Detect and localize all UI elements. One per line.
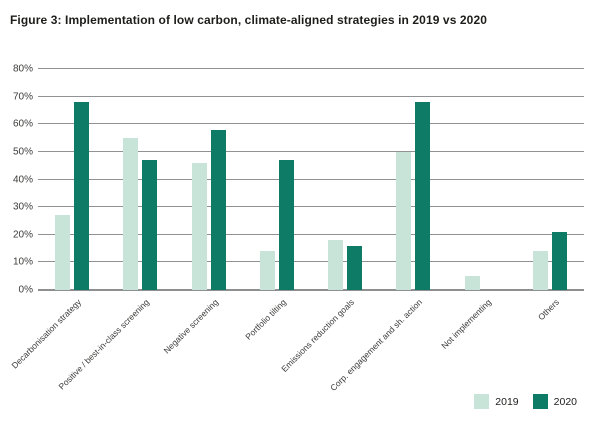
y-axis-tick-label: 40% (12, 174, 33, 185)
gridline (38, 95, 584, 97)
y-axis-tick-label: 20% (12, 229, 33, 241)
bar-2020 (551, 232, 567, 290)
figure-title: Figure 3: Implementation of low carbon, … (10, 13, 488, 27)
bar-group (123, 69, 158, 290)
gridline (38, 178, 584, 180)
bar-2019 (191, 162, 207, 290)
bar-2019 (532, 251, 548, 290)
bar-2019 (259, 251, 275, 290)
y-axis-tick-label: 70% (12, 91, 33, 103)
bar-group (464, 69, 499, 290)
bar-2020 (415, 102, 431, 290)
bar-2020 (142, 160, 158, 290)
bar-2020 (74, 102, 90, 290)
plot-area (38, 68, 584, 291)
bar-group (396, 69, 431, 290)
y-axis-tick-label: 30% (12, 201, 33, 213)
y-axis-labels: 0% 10% 20% 30% 40% 50% 60% 70% 80% (0, 64, 33, 296)
bar-group (532, 69, 567, 290)
legend-item-2019: 2019 (474, 394, 519, 409)
bar-2019 (464, 276, 480, 290)
x-axis-labels: Decarbonisation strategy Positive / best-… (10, 290, 584, 400)
x-axis-tick-label: Others (535, 297, 561, 323)
x-axis-tick-label: Negative screening (161, 297, 220, 356)
legend-item-2020: 2020 (532, 394, 577, 409)
y-axis-tick-label: 0% (18, 284, 33, 296)
y-axis-tick-label: 60% (12, 118, 33, 130)
x-axis-tick-label: Decarbonisation strategy (9, 297, 84, 371)
gridline (38, 233, 584, 235)
gridline (38, 261, 584, 263)
bar-2019 (328, 240, 344, 290)
y-axis-tick-label: 50% (12, 146, 33, 158)
x-axis-tick-label: Portfolio tilting (243, 297, 288, 342)
bar-groups (38, 69, 584, 290)
legend-label: 2020 (553, 395, 577, 408)
bar-group (259, 69, 294, 290)
bar-2019 (123, 138, 139, 290)
legend-swatch-2020 (532, 394, 548, 409)
y-axis-tick-label: 80% (12, 63, 33, 75)
gridline (38, 68, 584, 69)
x-axis-tick-label: Corp. engagement and sh. action (328, 297, 425, 393)
bar-2019 (55, 215, 71, 290)
legend: 2019 2020 (474, 394, 577, 409)
legend-swatch-2019 (474, 394, 490, 409)
bar-group (191, 69, 226, 290)
bar-group (55, 69, 90, 290)
bar-group (328, 69, 363, 290)
bar-2020 (210, 129, 226, 290)
bar-2020 (347, 245, 363, 290)
x-axis-tick-label: Not implementing (438, 297, 493, 351)
y-axis-tick-label: 10% (12, 256, 33, 268)
gridline (38, 206, 584, 208)
x-axis-line (38, 289, 584, 291)
x-axis-tick-label: Positive / best-in-class screening (56, 297, 152, 392)
gridline (38, 150, 584, 152)
bar-2020 (278, 160, 294, 290)
gridline (38, 123, 584, 125)
bar-2019 (396, 151, 412, 290)
legend-label: 2019 (495, 395, 519, 408)
x-axis-tick-label: Emissions reduction goals (279, 297, 357, 374)
